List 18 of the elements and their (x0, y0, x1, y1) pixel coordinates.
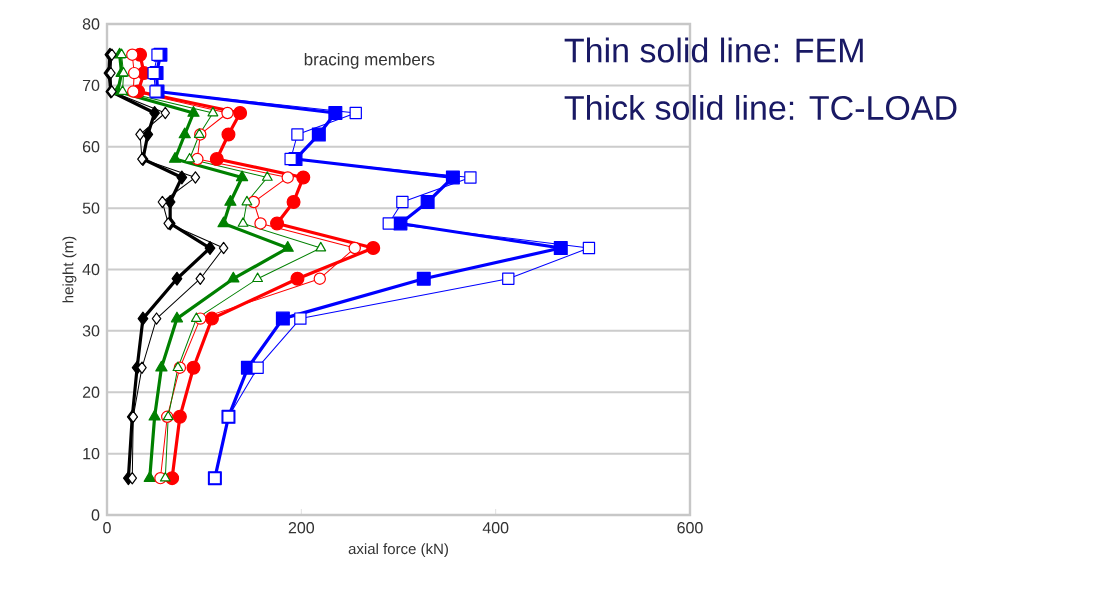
x-axis-title: axial force (kN) (348, 543, 448, 558)
x-tick-label: 600 (677, 522, 703, 534)
y-tick-label: 70 (82, 79, 100, 92)
y-tick-label: 30 (82, 325, 100, 337)
y-tick-label: 80 (82, 18, 100, 30)
y-tick-label: 10 (83, 447, 100, 460)
annotation: Thick solid line: TC-LOAD (564, 95, 957, 120)
x-tick-label: 200 (288, 522, 315, 534)
y-tick-label: 60 (82, 141, 100, 153)
y-tick-label: 20 (82, 386, 100, 398)
annotation: Thin solid line: FEM (564, 37, 863, 63)
y-axis-title: height (m) (62, 236, 77, 303)
y-tick-label: 50 (82, 202, 100, 214)
x-tick-label: 400 (482, 522, 509, 534)
y-tick-label: 0 (91, 509, 100, 521)
annotation: bracing members (304, 52, 435, 69)
y-tick-label: 40 (82, 263, 100, 276)
x-tick-label: 0 (103, 522, 111, 534)
